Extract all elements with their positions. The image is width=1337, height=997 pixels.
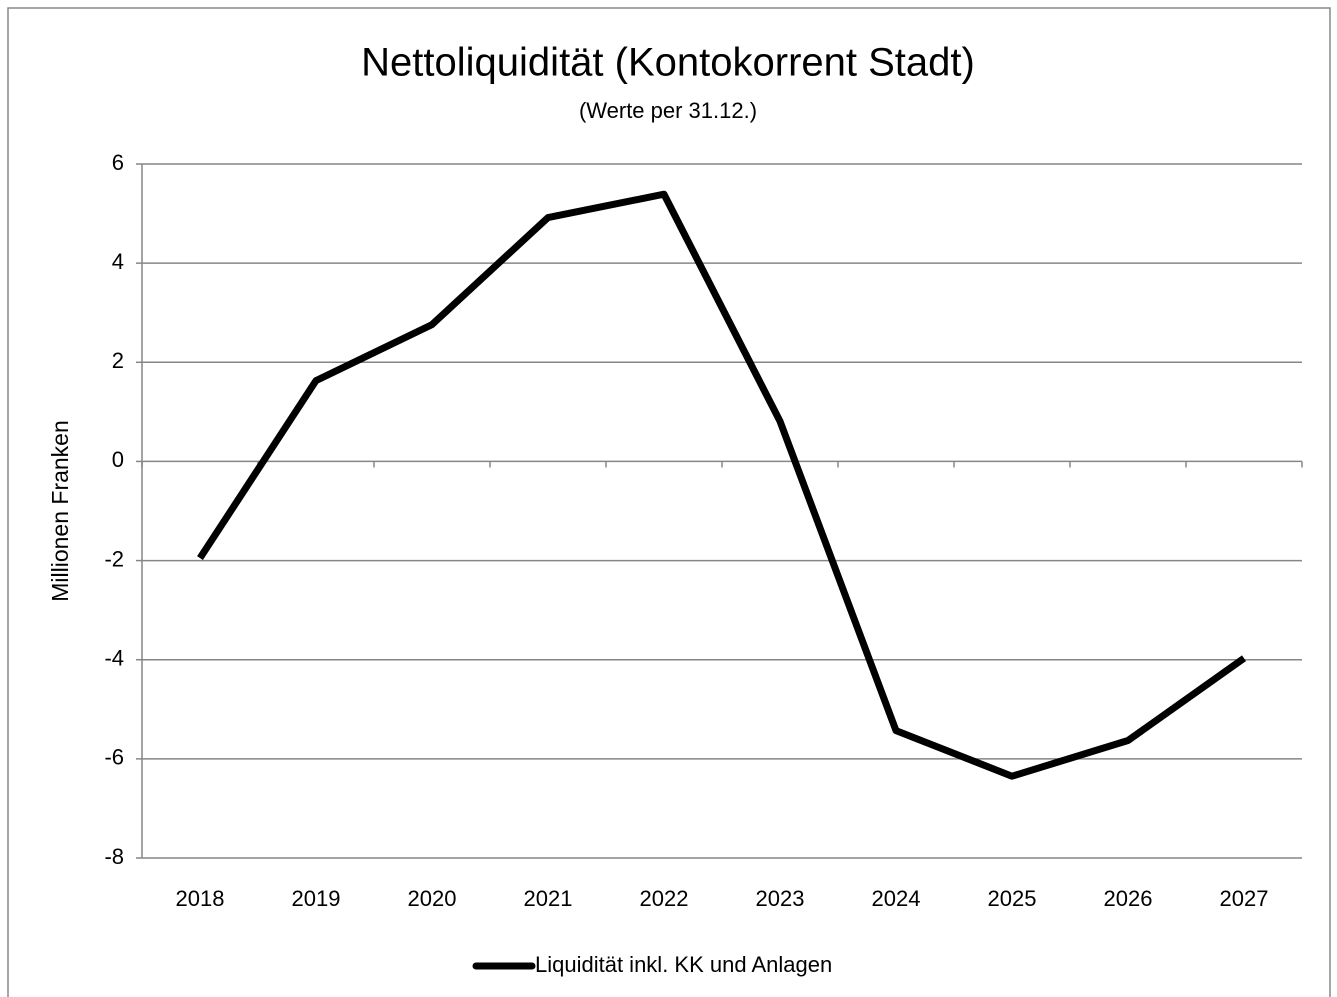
x-tick-label: 2023: [756, 886, 805, 911]
x-tick-label: 2022: [640, 886, 689, 911]
y-tick-label: -4: [104, 646, 124, 671]
x-tick-label: 2020: [408, 886, 457, 911]
y-axis-label: Millionen Franken: [47, 420, 73, 602]
line-series: [197, 190, 1247, 780]
y-tick-label: -6: [104, 745, 124, 770]
x-tick-label: 2025: [988, 886, 1037, 911]
y-tick-label: -2: [104, 546, 124, 571]
x-tick-label: 2021: [524, 886, 573, 911]
x-tick-label: 2027: [1220, 886, 1269, 911]
y-tick-label: 6: [112, 150, 124, 175]
x-tick-label: 2026: [1104, 886, 1153, 911]
y-tick-label: -8: [104, 844, 124, 869]
y-tick-label: 2: [112, 348, 124, 373]
x-tick-label: 2019: [292, 886, 341, 911]
chart-border: [7, 7, 1331, 997]
y-tick-label: 4: [112, 249, 124, 274]
x-tick-label: 2024: [872, 886, 921, 911]
legend-label: Liquidität inkl. KK und Anlagen: [535, 952, 832, 977]
chart-title: Nettoliquidität (Kontokorrent Stadt): [361, 41, 975, 85]
y-tick-label: 0: [112, 447, 124, 472]
x-tick-label: 2018: [176, 886, 225, 911]
chart-subtitle: (Werte per 31.12.): [579, 98, 757, 123]
